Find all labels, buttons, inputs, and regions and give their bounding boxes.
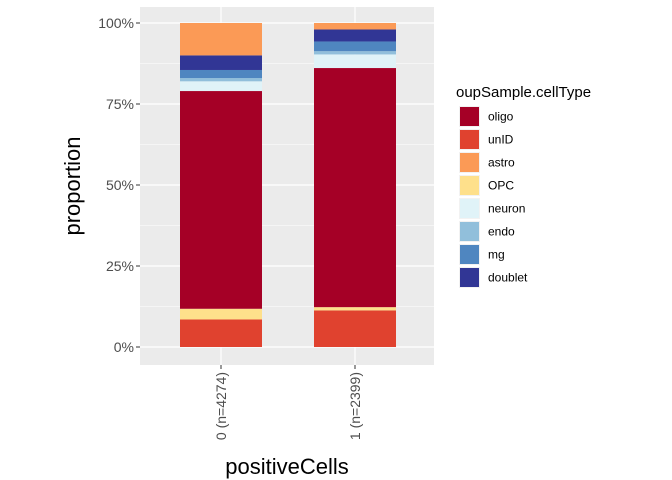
legend-label-astro: astro — [488, 156, 515, 170]
bar-segment-oligo-0 — [180, 91, 262, 309]
bar-segment-neuron-1 — [314, 54, 396, 69]
legend-swatch-OPC — [460, 176, 479, 195]
legend-swatch-oligo — [460, 107, 479, 126]
bar-segment-doublet-0 — [180, 55, 262, 70]
bar-segment-endo-1 — [314, 51, 396, 55]
bar-segment-astro-0 — [180, 23, 262, 56]
x-tick-label-0: 0 (n=4274) — [213, 372, 229, 440]
bars — [180, 23, 396, 347]
legend-label-neuron: neuron — [488, 202, 525, 216]
legend-swatch-doublet — [460, 268, 479, 287]
bar-segment-astro-1 — [314, 23, 396, 30]
bar-segment-neuron-0 — [180, 81, 262, 92]
bar-segment-oligo-1 — [314, 68, 396, 308]
legend-title: oupSample.cellType — [456, 84, 591, 101]
bar-segment-OPC-0 — [180, 308, 262, 320]
bar-segment-endo-0 — [180, 78, 262, 82]
bar-segment-unID-1 — [314, 310, 396, 347]
bar-segment-doublet-1 — [314, 29, 396, 42]
bar-segment-OPC-1 — [314, 307, 396, 311]
y-axis-title: proportion — [60, 136, 85, 235]
x-axis-title: positiveCells — [225, 454, 349, 479]
bar-segment-mg-1 — [314, 41, 396, 52]
legend-label-endo: endo — [488, 225, 515, 239]
legend-label-unID: unID — [488, 133, 514, 147]
y-tick-label-4: 100% — [98, 15, 134, 31]
legend-swatch-endo — [460, 222, 479, 241]
legend-label-doublet: doublet — [488, 271, 528, 285]
bar-segment-unID-0 — [180, 319, 262, 347]
x-axis: 0 (n=4274) 1 (n=2399) — [213, 365, 363, 440]
legend-swatch-astro — [460, 153, 479, 172]
legend-swatch-unID — [460, 130, 479, 149]
y-tick-label-1: 25% — [106, 258, 134, 274]
y-tick-label-2: 50% — [106, 177, 134, 193]
legend-label-OPC: OPC — [488, 179, 514, 193]
y-tick-label-3: 75% — [106, 96, 134, 112]
y-tick-label-0: 0% — [114, 339, 134, 355]
legend-swatch-neuron — [460, 199, 479, 218]
legend-label-mg: mg — [488, 248, 505, 262]
legend: oupSample.cellType oligo unID astro OPC neur… — [456, 84, 591, 288]
x-tick-label-1: 1 (n=2399) — [347, 372, 363, 440]
legend-swatch-mg — [460, 245, 479, 264]
y-axis: 0% 25% 50% 75% 100% — [98, 15, 140, 355]
bar-segment-mg-0 — [180, 69, 262, 79]
legend-label-oligo: oligo — [488, 110, 514, 124]
